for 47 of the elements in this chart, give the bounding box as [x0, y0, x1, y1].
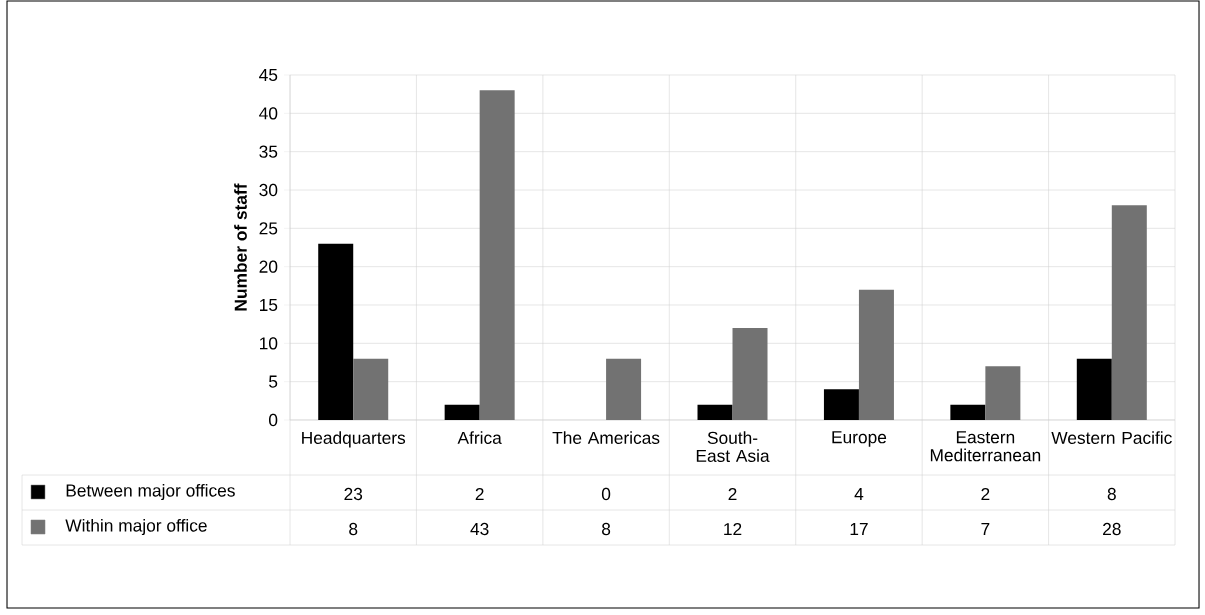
- data-label: 17: [850, 523, 868, 535]
- data-label: 8: [1107, 487, 1116, 501]
- y-tick-label: 40: [259, 107, 278, 120]
- x-tick-label: The Americas: [552, 431, 660, 444]
- y-tick-label: 35: [259, 145, 278, 158]
- y-tick-label: 10: [260, 337, 278, 350]
- y-tick-label: 25: [259, 222, 278, 235]
- bar: [318, 243, 354, 420]
- y-axis-title: Number of staff: [234, 183, 247, 311]
- data-label: 4: [854, 488, 864, 500]
- x-tick-label: Africa: [457, 431, 502, 444]
- y-tick-label: 45: [259, 68, 278, 82]
- x-tick-label: Western Pacific: [1051, 431, 1172, 444]
- data-label: 2: [475, 487, 484, 501]
- bar: [479, 90, 515, 420]
- data-label: 23: [344, 487, 363, 501]
- bar: [1076, 358, 1112, 420]
- legend-label: Between major offices: [66, 483, 235, 501]
- bar: [1111, 205, 1147, 420]
- x-tick-label: South-East Asia: [696, 431, 770, 462]
- bar: [858, 289, 894, 420]
- data-label: 43: [470, 522, 489, 536]
- bar: [950, 404, 986, 420]
- data-label: 8: [349, 522, 358, 536]
- x-tick-label: Headquarters: [302, 431, 406, 448]
- data-label: 8: [602, 522, 611, 536]
- x-tick-label: Europe: [832, 431, 887, 447]
- legend-label: Within major office: [65, 518, 207, 536]
- bar: [823, 389, 859, 420]
- data-label: 7: [981, 523, 990, 535]
- y-tick-label: 30: [259, 183, 278, 197]
- bar: [732, 328, 768, 420]
- data-label: 2: [728, 487, 737, 501]
- data-label: 0: [601, 487, 611, 501]
- data-label: 12: [724, 522, 742, 536]
- y-tick-label: 15: [260, 298, 278, 312]
- bar: [353, 358, 389, 420]
- y-tick-label: 20: [259, 260, 278, 273]
- bar: [697, 404, 733, 420]
- data-label: 28: [1103, 522, 1121, 536]
- bar: [985, 366, 1021, 420]
- x-tick-label: Eastern Mediterranean: [930, 431, 1041, 462]
- bar: [606, 358, 642, 420]
- y-tick-label: 0: [268, 413, 278, 427]
- bar: [444, 404, 480, 420]
- data-label: 2: [981, 487, 990, 501]
- y-tick-label: 5: [269, 375, 278, 388]
